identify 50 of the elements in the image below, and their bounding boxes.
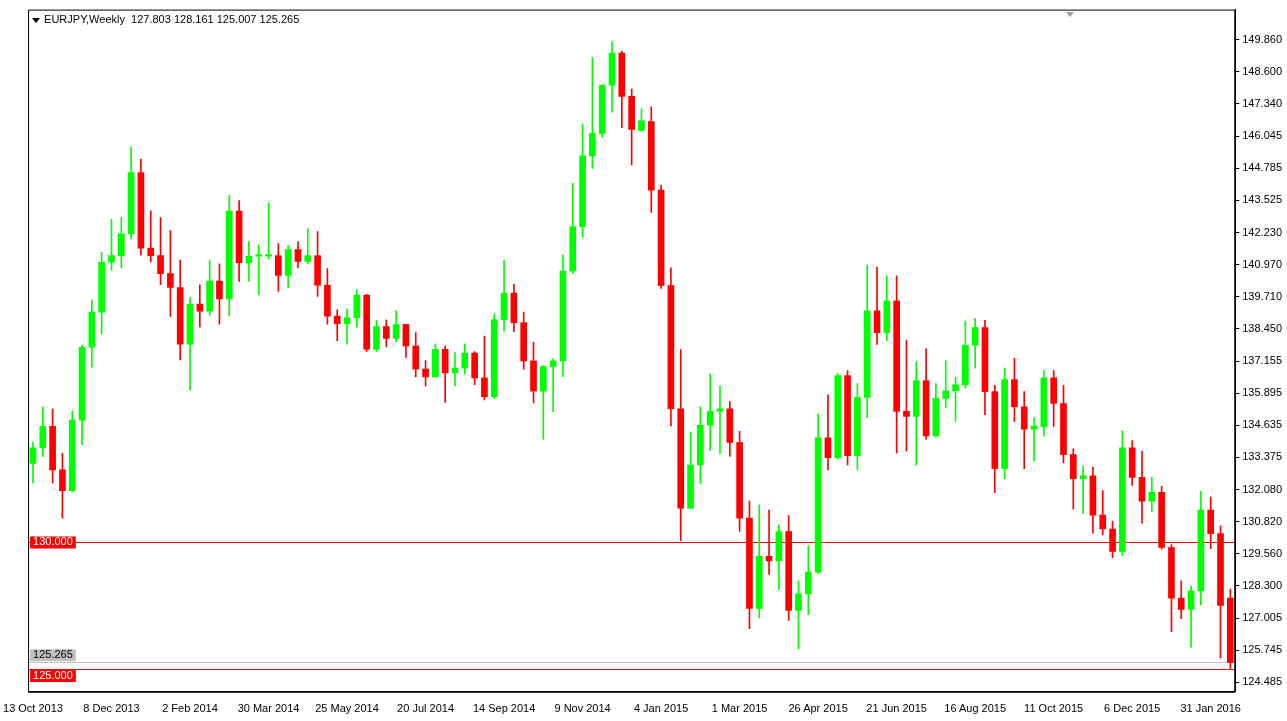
x-tick-label: 1 Mar 2015 [711,702,768,715]
y-tick-label: 133.375 [1242,450,1282,463]
y-tick-label: 128.300 [1242,578,1282,591]
y-tick-label: 143.525 [1242,193,1282,206]
y-tick-label: 134.635 [1242,418,1282,431]
y-tick-label: 130.820 [1242,514,1282,527]
x-tick-label: 2 Feb 2014 [162,702,218,715]
candlestick [147,210,155,263]
candlestick [255,244,263,295]
x-tick-label: 25 May 2014 [315,702,379,715]
x-tick-label: 16 Aug 2015 [944,702,1007,715]
candlestick [706,373,714,451]
x-tick-label: 21 Jun 2015 [866,702,927,715]
y-tick-label: 140.970 [1242,257,1282,270]
ref-line-label: 125.000 [33,669,73,682]
chart-title: EURJPY,Weekly 127.803 128.161 125.007 125.265 [44,12,300,25]
candlestick [196,284,204,328]
y-tick-label: 144.785 [1242,161,1282,174]
candlestick [942,360,950,409]
y-tick-label: 142.230 [1242,225,1282,238]
y-tick-label: 124.485 [1242,675,1282,688]
x-tick-label: 9 Nov 2014 [554,702,611,715]
y-tick-label: 146.045 [1242,129,1282,142]
ref-line-label: 130.000 [33,535,73,548]
x-tick-label: 8 Dec 2013 [83,702,140,715]
x-tick-label: 13 Oct 2013 [3,702,63,715]
ref-line-label: 125.265 [33,648,73,661]
y-tick-label: 149.860 [1242,32,1282,45]
y-tick-label: 138.450 [1242,321,1282,334]
y-tick-label: 147.340 [1242,96,1282,109]
candlestick [716,385,724,454]
x-tick-label: 30 Mar 2014 [237,702,300,715]
y-tick-label: 148.600 [1242,64,1282,77]
y-tick-label: 139.710 [1242,289,1282,302]
y-tick-label: 125.745 [1242,643,1282,656]
y-tick-label: 132.080 [1242,482,1282,495]
x-tick-label: 6 Dec 2015 [1104,702,1161,715]
candlestick [304,228,312,265]
y-tick-label: 127.005 [1242,611,1282,624]
candlestick [333,309,341,342]
y-tick-label: 129.560 [1242,546,1282,559]
x-tick-label: 31 Jan 2016 [1180,702,1241,715]
x-tick-label: 20 Jul 2014 [397,702,454,715]
y-tick-label: 135.895 [1242,386,1282,399]
x-tick-label: 4 Jan 2015 [633,702,689,715]
x-tick-label: 26 Apr 2015 [788,702,848,715]
candlestick [343,308,351,345]
x-tick-label: 14 Sep 2014 [472,702,536,715]
x-tick-label: 11 Oct 2015 [1024,702,1084,715]
y-tick-label: 137.155 [1242,354,1282,367]
